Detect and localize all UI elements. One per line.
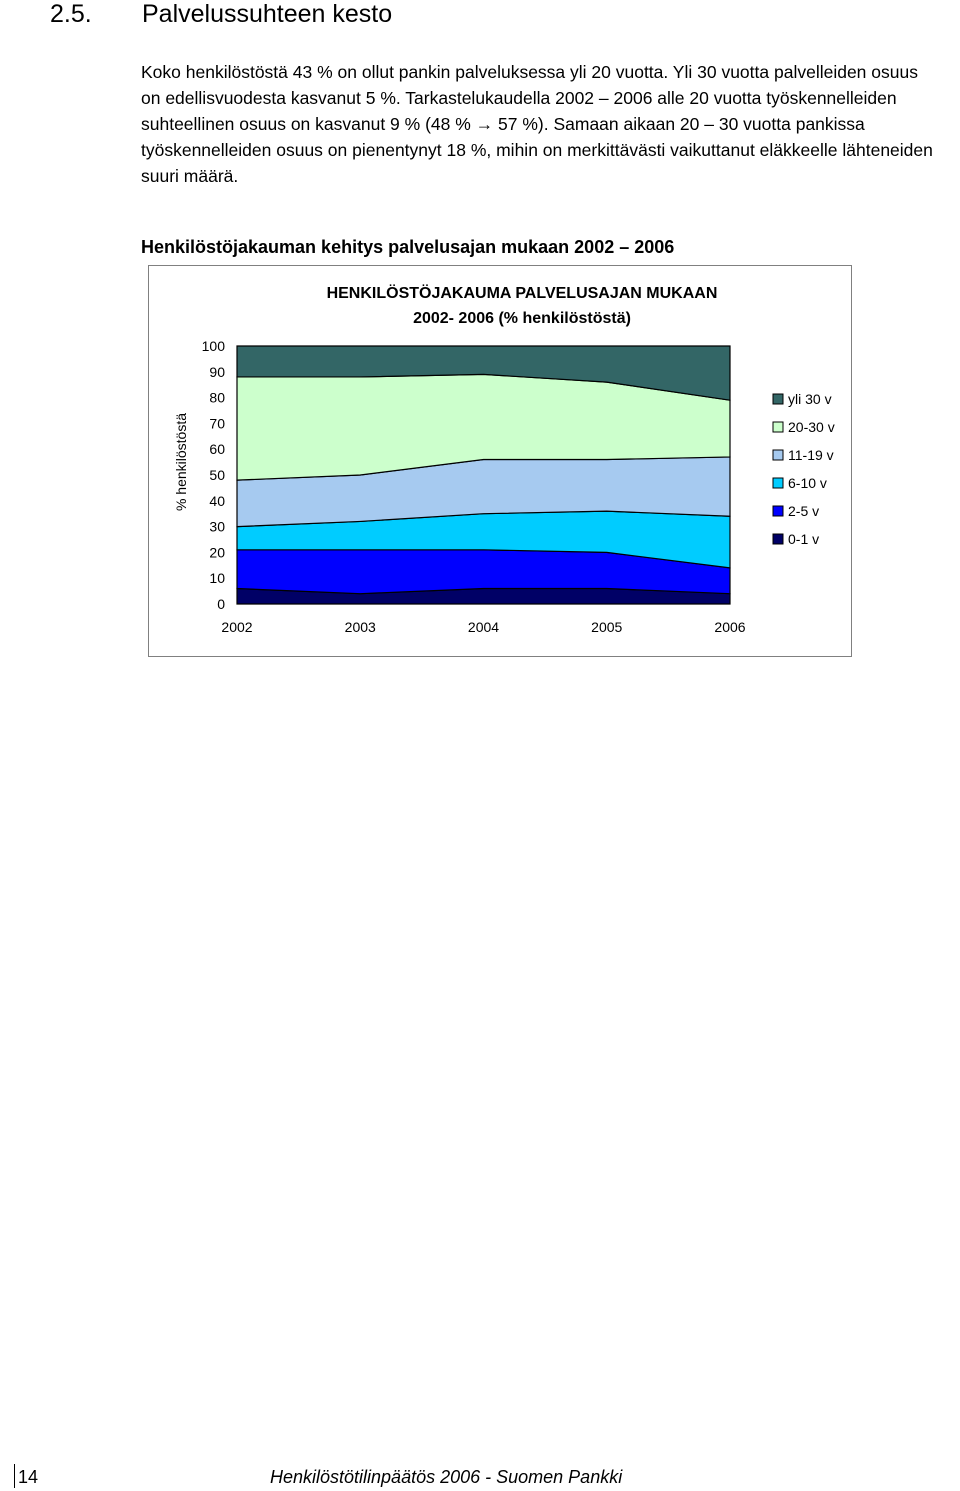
chart-title-line1: HENKILÖSTÖJAKAUMA PALVELUSAJAN MUKAAN [327,283,718,302]
legend-label: 2-5 v [788,503,819,519]
y-tick-label: 10 [209,570,225,586]
legend-swatch [772,449,784,461]
legend-label: 20-30 v [788,419,835,435]
y-tick-label: 40 [209,493,225,509]
section-heading: 2.5. Palvelussuhteen kesto [50,0,392,28]
y-tick-label: 70 [209,415,225,431]
legend-swatch [772,421,784,433]
y-axis: 0 10 20 30 40 50 60 70 80 90 100 [202,338,226,612]
y-axis-label: % henkilöstöstä [173,413,189,511]
area-layers [236,345,731,605]
y-tick-label: 80 [209,390,225,406]
x-tick-label: 2006 [714,619,745,635]
x-tick-label: 2003 [345,619,376,635]
paragraph-text: Koko henkilöstöstä 43 % on ollut pankin … [141,62,933,186]
legend-swatch [772,533,784,545]
x-tick-label: 2004 [468,619,499,635]
legend-swatch [772,505,784,517]
legend-label: 6-10 v [788,475,827,491]
legend-swatch [772,477,784,489]
area-yli-30-v [236,345,731,401]
chart-frame: HENKILÖSTÖJAKAUMA PALVELUSAJAN MUKAAN 20… [148,265,852,657]
x-axis: 2002 2003 2004 2005 2006 [221,619,745,635]
x-tick-label: 2002 [221,619,252,635]
y-tick-label: 50 [209,467,225,483]
y-tick-label: 60 [209,441,225,457]
y-tick-label: 100 [202,338,226,354]
footer-divider [0,1464,15,1488]
legend-label: 11-19 v [788,447,834,463]
y-tick-label: 20 [209,544,225,560]
legend-label: 0-1 v [788,531,819,547]
y-tick-label: 90 [209,364,225,380]
legend: yli 30 v 20-30 v 11-19 v 6-10 v 2-5 v 0-1 v [772,391,835,547]
stacked-area-chart: HENKILÖSTÖJAKAUMA PALVELUSAJAN MUKAAN 20… [173,283,835,635]
y-tick-label: 30 [209,519,225,535]
legend-label: yli 30 v [788,391,832,407]
x-tick-label: 2005 [591,619,622,635]
chart-heading: Henkilöstöjakauman kehitys palvelusajan … [141,237,675,257]
page-number: 14 [18,1467,39,1487]
chart-title-line2: 2002- 2006 (% henkilöstöstä) [413,310,631,327]
section-number: 2.5. [50,0,92,28]
footer-title: Henkilöstötilinpäätös 2006 - Suomen Pank… [270,1467,623,1487]
body-paragraph: Koko henkilöstöstä 43 % on ollut pankin … [141,59,941,189]
section-title: Palvelussuhteen kesto [142,0,393,28]
y-tick-label: 0 [217,596,225,612]
legend-swatch [772,393,784,405]
